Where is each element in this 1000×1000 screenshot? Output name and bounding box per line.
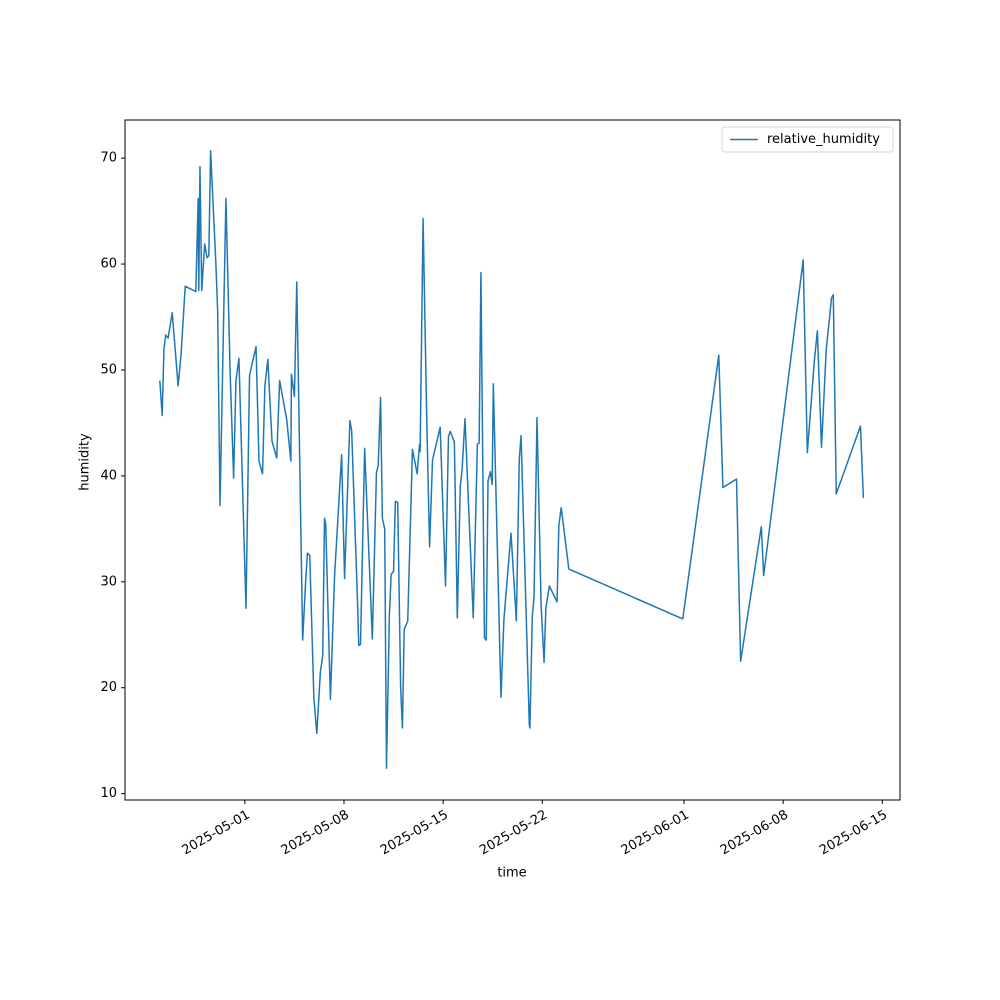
x-tick-label: 2025-06-08: [718, 808, 791, 859]
y-axis-label: humidity: [78, 433, 93, 491]
x-tick-label: 2025-05-01: [180, 808, 253, 859]
y-tick-label: 70: [100, 151, 117, 166]
x-tick-label: 2025-06-15: [817, 808, 890, 859]
legend-box: [721, 126, 894, 153]
y-tick-label: 40: [100, 468, 117, 483]
x-tick-label: 2025-05-08: [279, 808, 352, 859]
data-line: [159, 149, 865, 769]
x-tick-label: 2025-06-01: [619, 808, 692, 859]
y-tick-label: 20: [100, 680, 117, 695]
y-tick-label: 50: [100, 362, 117, 377]
y-tick-label: 60: [100, 257, 117, 272]
x-tick-label: 2025-05-22: [477, 808, 550, 859]
x-axis-label: time: [497, 866, 526, 881]
legend-label: relative_humidity: [767, 132, 880, 147]
plot-frame: [124, 119, 901, 801]
x-tick-label: 2025-05-15: [378, 808, 451, 859]
y-tick-label: 10: [100, 786, 117, 801]
y-tick-label: 30: [100, 574, 117, 589]
